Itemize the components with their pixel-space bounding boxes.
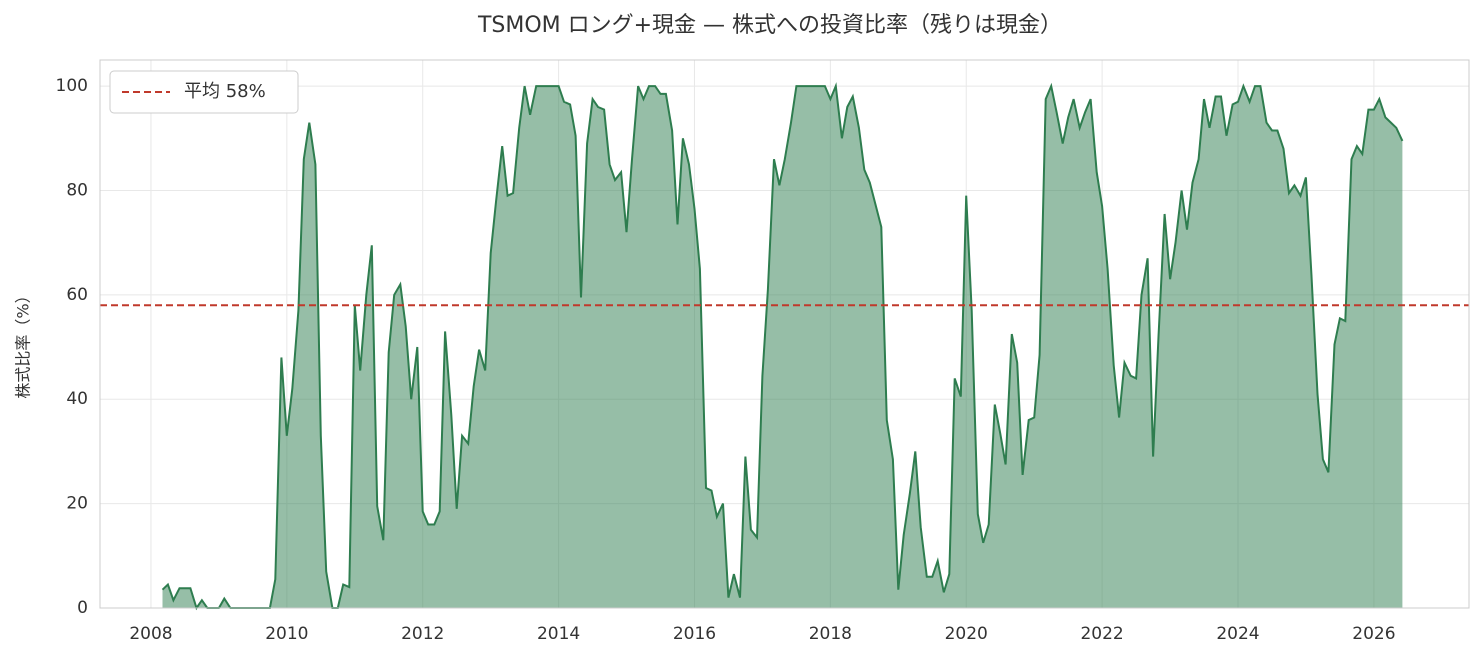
x-tick-label: 2012 xyxy=(401,624,444,644)
area-fill xyxy=(162,86,1403,609)
series-line xyxy=(161,82,1404,611)
y-tick-label: 60 xyxy=(66,285,88,305)
x-tick-label: 2022 xyxy=(1080,624,1123,644)
legend-box xyxy=(109,70,299,114)
y-tick-label: 0 xyxy=(77,598,88,618)
legend-label: 平均 58% xyxy=(184,81,266,102)
x-tick-label: 2008 xyxy=(129,624,172,644)
x-tick-label: 2010 xyxy=(265,624,308,644)
y-tick-label: 20 xyxy=(66,494,88,514)
x-tick-label: 2024 xyxy=(1216,624,1259,644)
x-tick-label: 2026 xyxy=(1352,624,1395,644)
chart-title: TSMOM ロング+現金 — 株式への投資比率（残りは現金） xyxy=(477,13,1062,38)
x-tick-label: 2018 xyxy=(809,624,852,644)
y-tick-label: 80 xyxy=(66,180,88,200)
x-tick-label: 2020 xyxy=(945,624,988,644)
x-tick-label: 2016 xyxy=(673,624,716,644)
y-tick-label: 100 xyxy=(56,76,88,96)
x-tick-label: 2014 xyxy=(537,624,580,644)
legend: 平均 58% xyxy=(109,70,299,114)
frame xyxy=(99,59,1470,609)
y-axis-label: 株式比率（%） xyxy=(14,287,33,398)
y-tick-label: 40 xyxy=(66,389,88,409)
